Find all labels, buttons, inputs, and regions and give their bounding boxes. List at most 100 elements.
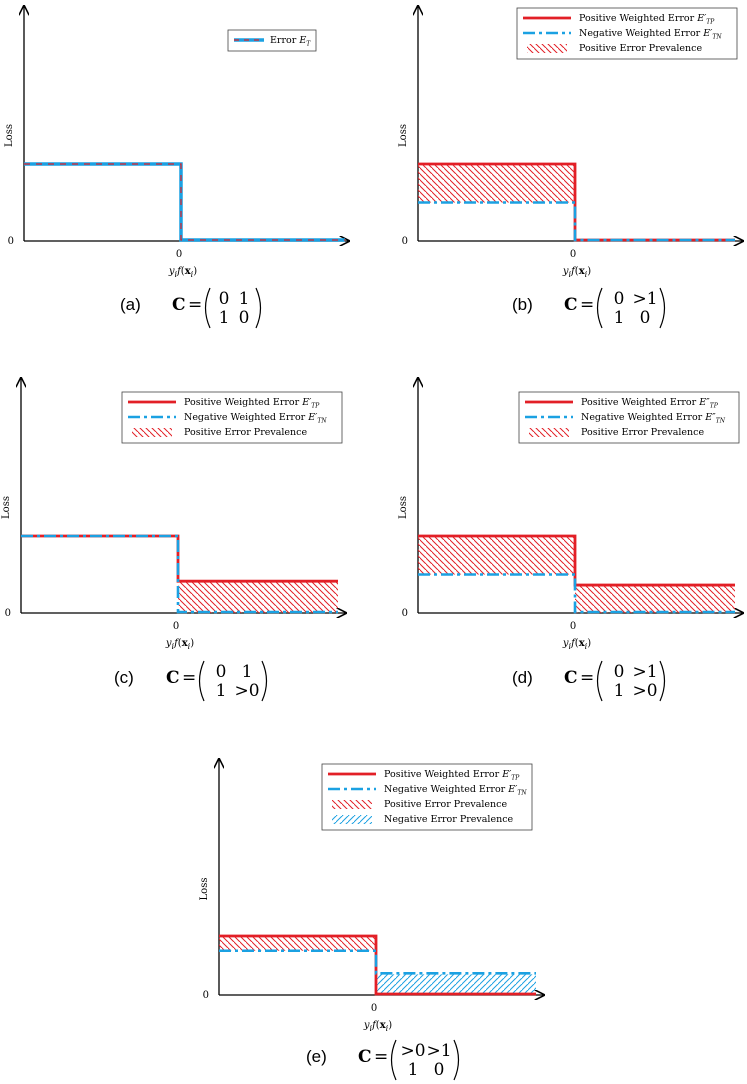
legend-swatch-positive-hatch — [529, 428, 569, 437]
matrix-cell-0-1: 1 — [239, 289, 250, 309]
matrix-cell-0-0: 0 — [614, 289, 625, 309]
matrix-cell-1-0: 1 — [219, 308, 230, 328]
caption: (a) C = 0 11 0 — [120, 287, 262, 329]
equals-sign: = — [374, 1047, 388, 1067]
right-paren — [255, 287, 262, 329]
matrix-cell-1-1: 0 — [434, 1060, 445, 1080]
matrix-cell-1-1: >0 — [234, 681, 259, 701]
x-zero-tick: 0 — [371, 1003, 377, 1014]
caption-label: (a) — [120, 295, 141, 314]
legend-label: Negative Weighted Error E′TN — [579, 28, 722, 41]
legend-label: Negative Error Prevalence — [384, 814, 514, 825]
matrix-cell-0-1: >1 — [426, 1041, 451, 1061]
y-axis-label: Loss — [4, 124, 15, 147]
panel-e: Loss 0 0 yif(xi) Positive Weighted Error E′T… — [199, 759, 544, 1081]
legend-swatch-negative-hatch — [332, 815, 372, 824]
caption: (b) C = 0 >11 0 — [512, 287, 666, 329]
y-zero-tick: 0 — [8, 236, 14, 247]
matrix-cell-0-0: 0 — [216, 662, 227, 682]
y-axis-label: Loss — [398, 496, 409, 519]
left-paren — [390, 1039, 397, 1081]
legend-box — [227, 29, 317, 52]
left-paren — [596, 660, 603, 702]
legend-label: Positive Weighted Error E″TP — [581, 397, 719, 410]
legend-label: Positive Weighted Error E′TP — [384, 769, 520, 782]
y-axis-label: Loss — [1, 496, 12, 519]
positive-prevalence-left — [418, 164, 575, 203]
positive-prevalence-right — [575, 586, 735, 613]
x-zero-tick: 0 — [176, 249, 182, 260]
cost-matrix-symbol: C — [172, 295, 186, 315]
equals-sign: = — [188, 295, 202, 315]
legend-label: Positive Error Prevalence — [581, 427, 704, 438]
legend-label: Negative Weighted Error E′TN — [184, 412, 327, 425]
cost-matrix-symbol: C — [358, 1047, 372, 1067]
matrix-cell-1-0: 1 — [614, 308, 625, 328]
negative-weighted-error-line — [21, 534, 338, 614]
right-paren — [261, 660, 268, 702]
right-paren — [659, 287, 666, 329]
legend-label: Positive Weighted Error E′TP — [579, 13, 715, 26]
matrix-cell-0-0: 0 — [219, 289, 230, 309]
legend: Positive Weighted Error E′TP Negative Wei… — [321, 763, 533, 831]
matrix-cell-0-1: 1 — [242, 662, 253, 682]
cost-matrix-symbol: C — [564, 668, 578, 688]
positive-prevalence-right — [178, 582, 338, 613]
equals-sign: = — [580, 668, 594, 688]
right-paren — [659, 660, 666, 702]
x-zero-tick: 0 — [570, 249, 576, 260]
positive-prevalence-left — [418, 536, 575, 575]
legend-label: Negative Weighted Error E′TN — [384, 784, 527, 797]
caption-label: (b) — [512, 295, 533, 314]
negative-weighted-error-line — [219, 949, 536, 975]
legend: Positive Weighted Error E′TP Negative Wei… — [121, 391, 343, 444]
matrix-cell-1-1: 0 — [239, 308, 250, 328]
y-axis-label: Loss — [398, 124, 409, 147]
y-zero-tick: 0 — [203, 990, 209, 1001]
y-zero-tick: 0 — [402, 608, 408, 619]
left-paren — [596, 287, 603, 329]
caption-label: (d) — [512, 668, 533, 687]
negative-weighted-error-line — [418, 573, 735, 614]
matrix-cell-0-0: >0 — [400, 1041, 425, 1061]
right-paren — [453, 1039, 460, 1081]
legend-label: Error ET — [270, 35, 311, 48]
cost-matrix-symbol: C — [166, 668, 180, 688]
caption-label: (c) — [114, 668, 134, 687]
x-axis-label: yif(xi) — [562, 638, 591, 651]
legend: Error ET — [227, 29, 317, 52]
caption: (c) C = 0 11 >0 — [114, 660, 268, 702]
cost-matrix-symbol: C — [564, 295, 578, 315]
matrix-cell-0-1: >1 — [632, 289, 657, 309]
equals-sign: = — [182, 668, 196, 688]
y-zero-tick: 0 — [402, 236, 408, 247]
error-line — [24, 162, 345, 242]
legend-box — [516, 7, 738, 60]
error-line-dash — [24, 163, 345, 241]
legend-swatch-positive-hatch — [132, 428, 172, 437]
legend: Positive Weighted Error E′TP Negative Wei… — [516, 7, 738, 60]
caption: (e) C = >0 >1 1 0 — [306, 1039, 460, 1081]
matrix-cell-0-0: 0 — [614, 662, 625, 682]
legend: Positive Weighted Error E″TP Negative Wei… — [518, 391, 740, 444]
x-axis-label: yif(xi) — [562, 266, 591, 279]
matrix-cell-0-1: >1 — [632, 662, 657, 682]
legend-swatch-positive-hatch — [527, 44, 567, 53]
matrix-cell-1-1: >0 — [632, 681, 657, 701]
left-paren — [198, 660, 205, 702]
equals-sign: = — [580, 295, 594, 315]
caption-label: (e) — [306, 1047, 327, 1066]
matrix-cell-1-0: 1 — [614, 681, 625, 701]
matrix-cell-1-0: 1 — [408, 1060, 419, 1080]
negative-prevalence-right — [376, 974, 536, 994]
legend-swatch-positive-hatch — [332, 800, 372, 809]
x-axis-label: yif(xi) — [168, 266, 197, 279]
x-axis-label: yif(xi) — [363, 1020, 392, 1033]
negative-weighted-error-line — [418, 201, 735, 242]
caption: (d) C = 0 >1 1 >0 — [512, 660, 666, 702]
legend-label: Positive Error Prevalence — [579, 43, 702, 54]
y-zero-tick: 0 — [5, 608, 11, 619]
positive-weighted-error-line — [418, 534, 735, 587]
positive-weighted-error-line — [21, 534, 338, 583]
